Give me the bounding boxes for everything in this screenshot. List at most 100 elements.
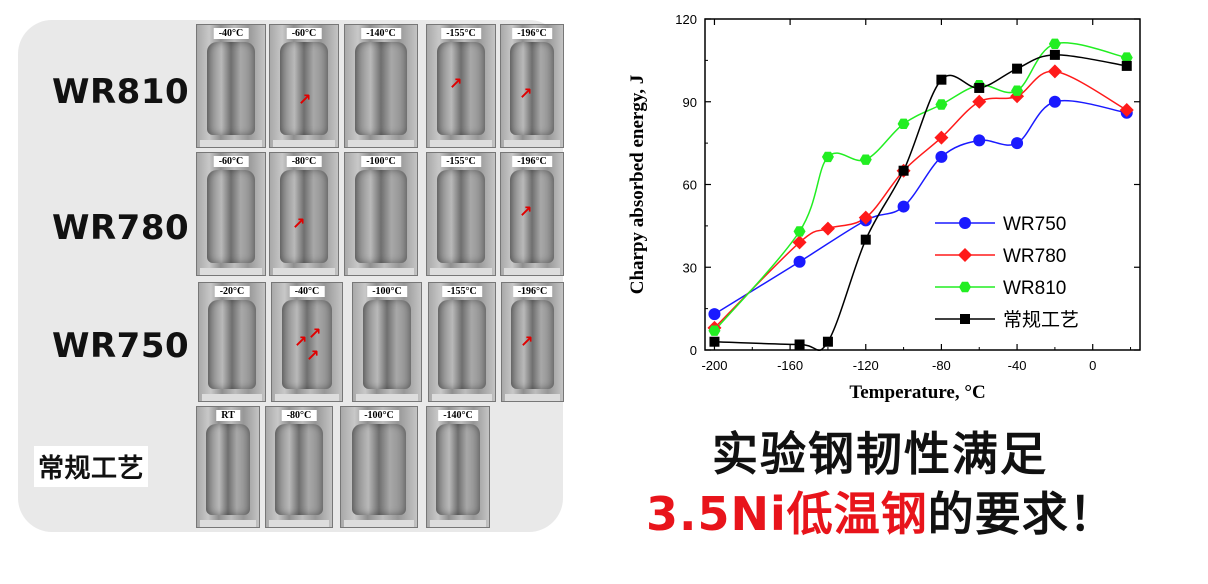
data-point-series-2 <box>1048 38 1061 50</box>
data-point-series-3 <box>1049 49 1060 60</box>
fracture-image: -80°C <box>265 406 333 528</box>
plot-frame <box>704 18 1141 351</box>
data-point-series-0 <box>1011 137 1024 150</box>
temperature-label: -140°C <box>361 28 401 39</box>
temperature-label: -40°C <box>213 28 249 39</box>
temperature-label: -80°C <box>281 410 317 421</box>
temperature-label: -155°C <box>442 286 482 297</box>
crack-arrow-icon: ↗ <box>298 92 312 109</box>
temperature-label: -155°C <box>441 156 481 167</box>
data-point-series-3 <box>860 234 871 245</box>
x-tick-label: -80 <box>932 358 951 373</box>
row-label-wr780: WR780 <box>52 208 190 248</box>
data-point-series-3 <box>898 165 909 176</box>
data-point-series-2 <box>821 151 834 163</box>
data-point-series-0 <box>897 200 910 213</box>
x-tick-label: -160 <box>777 358 803 373</box>
legend-label: WR810 <box>1003 278 1066 299</box>
x-axis-label: Temperature, °C <box>849 382 985 403</box>
data-point-series-2 <box>793 226 806 237</box>
temperature-label: -60°C <box>286 28 322 39</box>
temperature-label: -60°C <box>213 156 249 167</box>
temperature-label: -155°C <box>441 28 481 39</box>
x-tick-label: -200 <box>701 358 727 373</box>
data-point-series-2 <box>859 154 872 165</box>
caption-line-1: 实验钢韧性满足 <box>712 427 1048 481</box>
data-point-series-0 <box>1048 95 1061 108</box>
temperature-label: -196°C <box>512 156 552 167</box>
data-point-series-0 <box>793 255 806 268</box>
data-point-series-2 <box>1120 52 1133 63</box>
fracture-image: -140°C <box>426 406 490 528</box>
data-point-series-1 <box>934 130 949 145</box>
row-label-conventional: 常规工艺 <box>34 446 149 487</box>
temperature-label: -196°C <box>512 286 553 297</box>
data-point-series-2 <box>708 325 721 336</box>
data-point-series-1 <box>1119 103 1134 118</box>
temperature-label: -40°C <box>289 286 325 297</box>
temperature-label: -80°C <box>286 156 322 167</box>
fracture-image: -100°C <box>344 152 418 276</box>
data-point-series-3 <box>1012 63 1023 74</box>
charpy-energy-chart: -200 -160 -120 -80 -40 0 0 30 60 90 120 Charpy abso… <box>627 12 1141 403</box>
legend-label: WR780 <box>1003 246 1066 267</box>
caption-line-2: 3.5Ni低温钢的要求！ <box>646 478 1116 544</box>
data-point-series-3 <box>709 336 720 347</box>
y-tick-label: 30 <box>683 260 697 275</box>
fracture-image: -155°C <box>428 282 496 402</box>
data-point-series-1 <box>792 235 807 250</box>
fracture-image: -140°C <box>344 24 418 148</box>
fracture-image: -196°C ↗ <box>501 282 564 402</box>
series-line-3 <box>714 54 1127 352</box>
fracture-image: -100°C <box>340 406 418 528</box>
crack-arrow-icon: ↗ <box>292 216 306 233</box>
temperature-label: -100°C <box>359 410 399 421</box>
data-point-series-1 <box>972 94 987 109</box>
y-tick-label: 0 <box>690 343 697 358</box>
x-tick-label: -40 <box>1008 358 1027 373</box>
fracture-image: -60°C ↗ <box>269 24 339 148</box>
legend-marker <box>959 217 971 229</box>
crack-arrow-icon: ↗ <box>449 76 463 93</box>
data-point-series-3 <box>822 336 833 347</box>
caption-highlight: 3.5Ni低温钢 <box>646 487 928 541</box>
temperature-label: -20°C <box>214 286 250 297</box>
fracture-image: -196°C ↗ <box>500 152 564 276</box>
crack-arrow-icon: ↗ <box>308 326 322 343</box>
legend-marker <box>958 248 972 262</box>
y-tick-label: 60 <box>683 178 697 193</box>
y-axis-label: Charpy absorbed energy, J <box>627 75 648 295</box>
series-line-2 <box>713 42 1127 332</box>
temperature-label: -100°C <box>367 286 407 297</box>
data-point-series-3 <box>794 339 805 350</box>
row-label-wr810: WR810 <box>52 72 190 112</box>
x-tick-label: -120 <box>853 358 879 373</box>
temperature-label: -196°C <box>512 28 552 39</box>
data-point-series-3 <box>1121 60 1132 71</box>
fracture-image: -196°C ↗ <box>500 24 564 148</box>
crack-arrow-icon: ↗ <box>519 204 533 221</box>
data-point-series-2 <box>935 99 948 110</box>
fracture-image: RT <box>196 406 260 528</box>
data-point-series-1 <box>820 221 835 236</box>
data-point-series-3 <box>936 74 947 85</box>
legend-marker <box>960 314 970 324</box>
crack-arrow-icon: ↗ <box>306 348 320 365</box>
data-point-series-1 <box>858 210 873 225</box>
caption-suffix: 的要求！ <box>927 487 1116 541</box>
crack-arrow-icon: ↗ <box>519 86 533 103</box>
fracture-image: -155°C ↗ <box>426 24 496 148</box>
data-point-series-1 <box>1047 64 1062 79</box>
data-point-series-0 <box>973 134 986 147</box>
data-point-series-3 <box>974 82 985 93</box>
x-tick-label: 0 <box>1089 358 1096 373</box>
y-tick-label: 90 <box>683 95 697 110</box>
temperature-label: -140°C <box>438 410 478 421</box>
fracture-image: -40°C ↗ ↗ ↗ <box>271 282 343 402</box>
fracture-image: -80°C ↗ <box>269 152 339 276</box>
fracture-image: -155°C <box>426 152 496 276</box>
fracture-image: -40°C <box>196 24 266 148</box>
fracture-image: -60°C <box>196 152 266 276</box>
data-point-series-2 <box>1011 85 1024 96</box>
series-line-1 <box>713 70 1128 329</box>
